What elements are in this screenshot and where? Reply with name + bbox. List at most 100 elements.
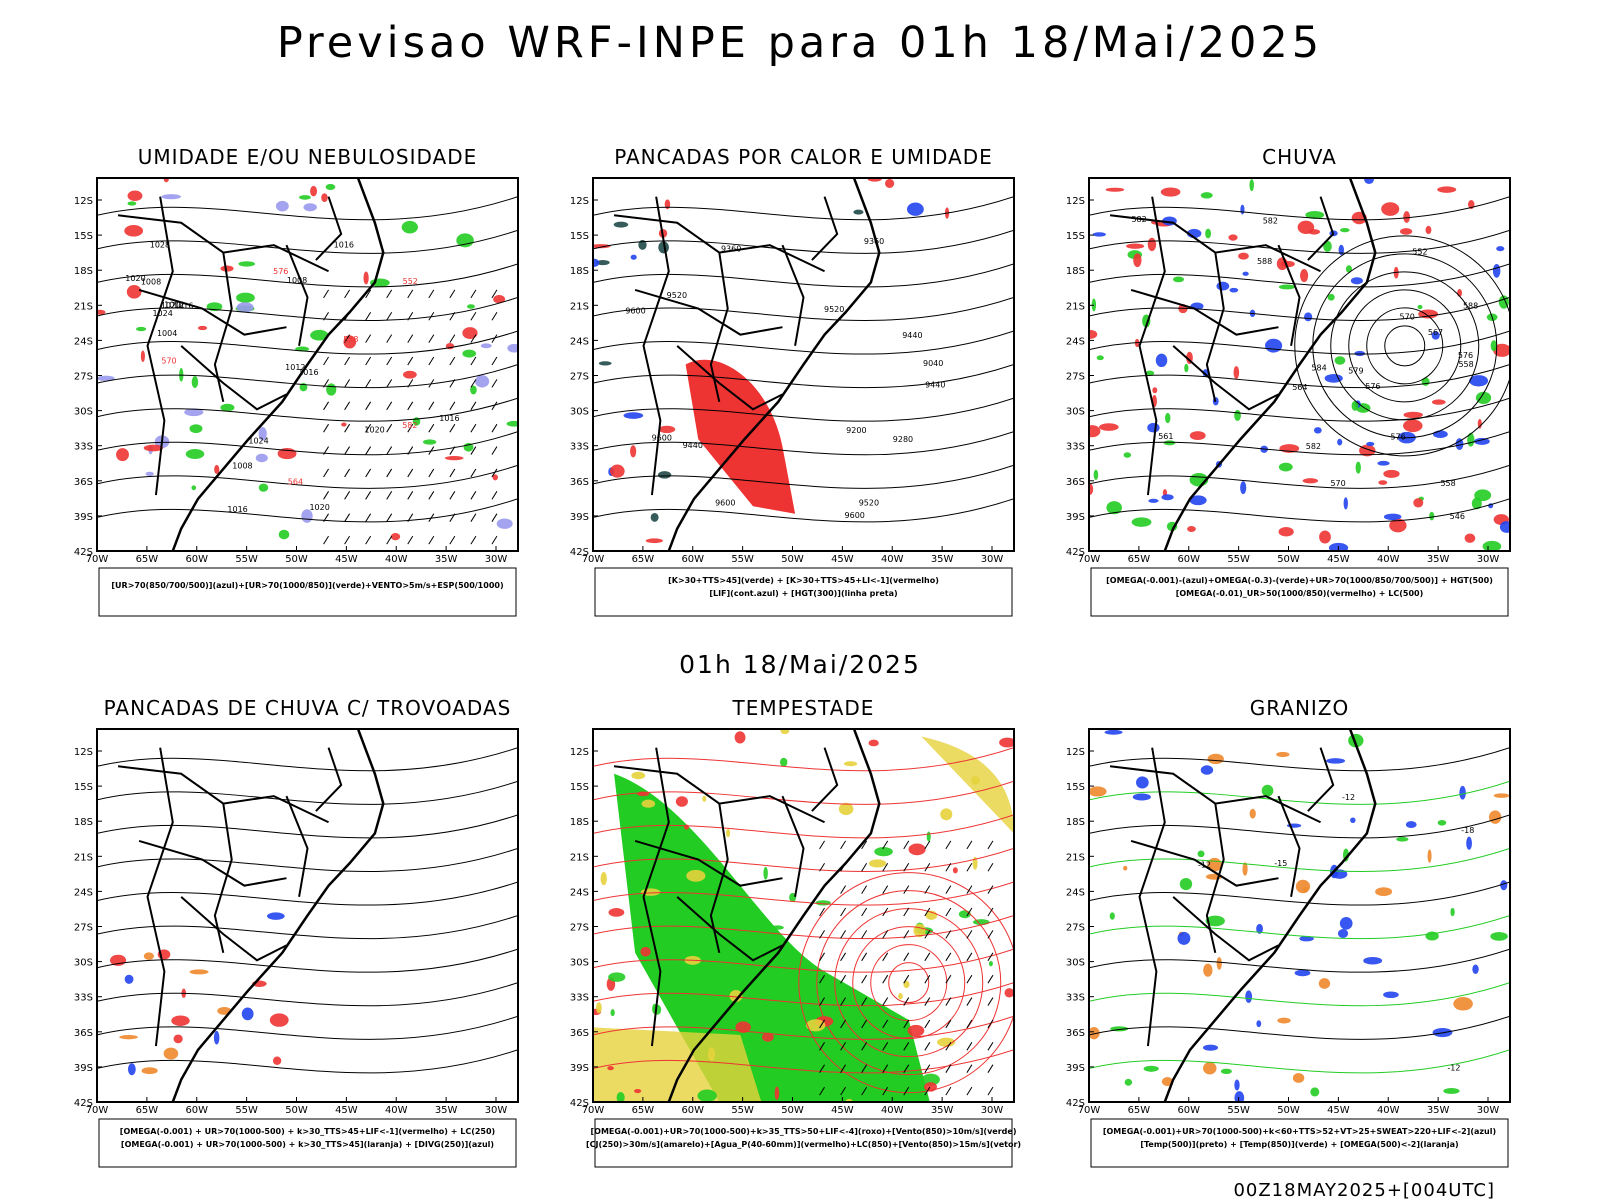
field-patch	[903, 980, 910, 989]
wind-vector	[491, 513, 498, 522]
low-pressure-ring	[1330, 271, 1480, 421]
wind-vector	[924, 930, 931, 939]
field-patch	[1228, 234, 1238, 241]
field-patch	[853, 209, 864, 215]
field-patch	[496, 518, 513, 529]
lat-tick-label: 21S	[1066, 301, 1085, 312]
wind-vector	[386, 312, 393, 321]
contour-label: 9600	[625, 306, 645, 315]
legend-box	[1090, 567, 1509, 617]
lat-tick-label: 24S	[74, 887, 93, 898]
contour-label: 546	[1450, 512, 1465, 521]
field-patch	[868, 739, 879, 747]
lon-tick-label: 70W	[86, 554, 109, 565]
wind-vector	[428, 401, 435, 411]
lat-tick-label: 33S	[74, 993, 93, 1004]
state-border	[676, 896, 783, 962]
wind-vector	[945, 952, 952, 962]
contour-line	[593, 915, 1014, 940]
wind-vector	[840, 885, 847, 894]
legend-text: [CJ(250)>30m/s](amarelo)+[Agua_P(40-60mm…	[586, 1140, 1021, 1149]
field-patch	[1375, 887, 1393, 897]
lat-tick-label: 30S	[570, 958, 589, 969]
contour-label: 9440	[683, 441, 703, 450]
wind-vector	[861, 863, 868, 872]
field-patch	[475, 375, 490, 388]
lon-tick-label: 60W	[681, 1105, 704, 1116]
wind-vector	[966, 952, 973, 962]
field-patch	[493, 295, 506, 304]
wind-vector	[407, 423, 414, 433]
state-border	[1172, 345, 1279, 411]
state-border	[138, 288, 287, 336]
lat-tick-label: 39S	[570, 1063, 589, 1074]
wind-vector	[882, 1042, 889, 1051]
wind-vector	[365, 379, 372, 388]
field-patch	[650, 512, 659, 522]
field-patch	[236, 292, 255, 303]
contour-label: 9360	[864, 237, 884, 246]
wind-vector	[407, 379, 414, 388]
main-title: Previsao WRF-INPE para 01h 18/Mai/2025	[276, 18, 1324, 68]
field-patch	[1474, 437, 1490, 445]
field-patch	[1467, 432, 1475, 447]
field-patch	[191, 376, 199, 388]
field-patch	[1363, 956, 1383, 965]
legend-text: [Temp(500)](preto) + [Temp(850)](verde) …	[1140, 1140, 1458, 1149]
wind-vector	[449, 356, 456, 366]
jet-250-area	[593, 1027, 762, 1102]
contour-label: 9360	[721, 245, 741, 254]
field-patch	[1351, 400, 1359, 411]
field-patch	[1337, 438, 1343, 446]
field-patch	[686, 869, 706, 882]
wind-vector	[861, 1019, 868, 1029]
contour-line	[1089, 330, 1510, 355]
field-patch	[1305, 210, 1325, 219]
lon-tick-label: 30W	[485, 554, 508, 565]
contour-label: 564	[1292, 383, 1307, 392]
field-patch	[1099, 423, 1119, 431]
lon-tick-label: 30W	[981, 1105, 1004, 1116]
contour-line	[593, 330, 1014, 355]
contour-line	[1089, 1015, 1510, 1040]
wind-vector	[966, 1042, 973, 1051]
lon-tick-label: 45W	[1327, 1105, 1350, 1116]
wind-vector	[987, 840, 994, 850]
wind-vector	[987, 1042, 994, 1051]
field-patch	[1319, 530, 1331, 544]
wind-vector	[323, 491, 329, 500]
wind-vector	[924, 974, 931, 984]
field-patch	[1161, 1077, 1173, 1087]
wind-vector	[861, 1064, 868, 1073]
lat-tick-label: 27S	[570, 923, 589, 934]
field-patch	[1089, 425, 1101, 438]
field-patch	[1429, 511, 1435, 521]
field-patch	[971, 776, 980, 785]
panel-2: PANCADAS POR CALOR E UMIDADE960096009600…	[570, 145, 1015, 617]
contour-line	[1089, 296, 1510, 321]
field-patch	[1300, 269, 1309, 283]
wind-vector	[491, 446, 498, 455]
contour-line	[97, 1015, 518, 1040]
field-patch	[734, 731, 746, 744]
field-patch	[470, 385, 477, 395]
field-patch	[1437, 186, 1457, 193]
wind-vector	[470, 491, 477, 500]
wind-vector	[323, 356, 329, 366]
wind-vector	[407, 401, 414, 411]
lon-tick-label: 40W	[881, 554, 904, 565]
field-patch	[1280, 260, 1295, 268]
field-patch	[908, 843, 926, 856]
wind-vector	[428, 491, 435, 500]
contour-line	[593, 982, 1014, 1007]
field-patch	[145, 471, 154, 476]
wind-vector	[819, 840, 825, 850]
wind-vector	[470, 401, 477, 411]
wind-vector	[407, 535, 414, 545]
field-patch	[607, 1066, 614, 1071]
state-border	[213, 252, 233, 403]
field-patch	[630, 445, 637, 458]
wind-vector	[449, 312, 456, 321]
wind-vector	[449, 491, 456, 500]
